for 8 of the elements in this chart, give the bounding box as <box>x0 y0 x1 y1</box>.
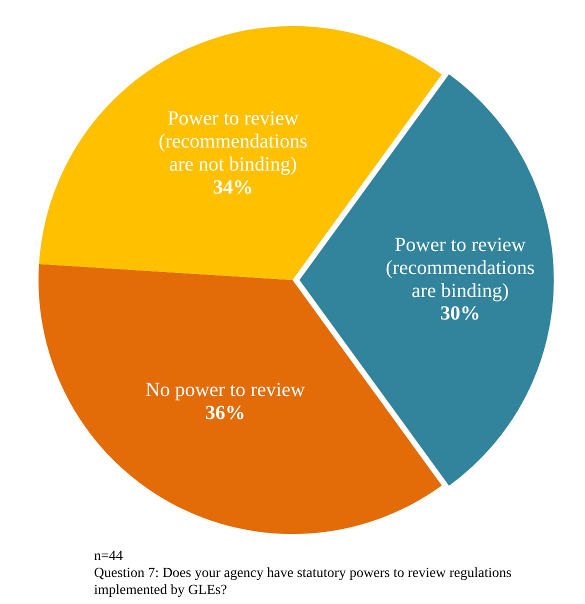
text: n=44 <box>94 548 124 565</box>
data-label: 30% <box>440 302 480 325</box>
slice-label: Power to review (recommendations are binding) <box>386 234 535 302</box>
text: Question 7: Does your agency have statutory powers to review regulations implemented by GLEs? <box>94 565 513 599</box>
data-label: 34% <box>213 176 254 198</box>
slice-label: No power to review <box>145 379 306 402</box>
data-label: 36% <box>205 402 246 424</box>
slice-label: Power to review (recommendations are not binding) <box>158 107 308 176</box>
